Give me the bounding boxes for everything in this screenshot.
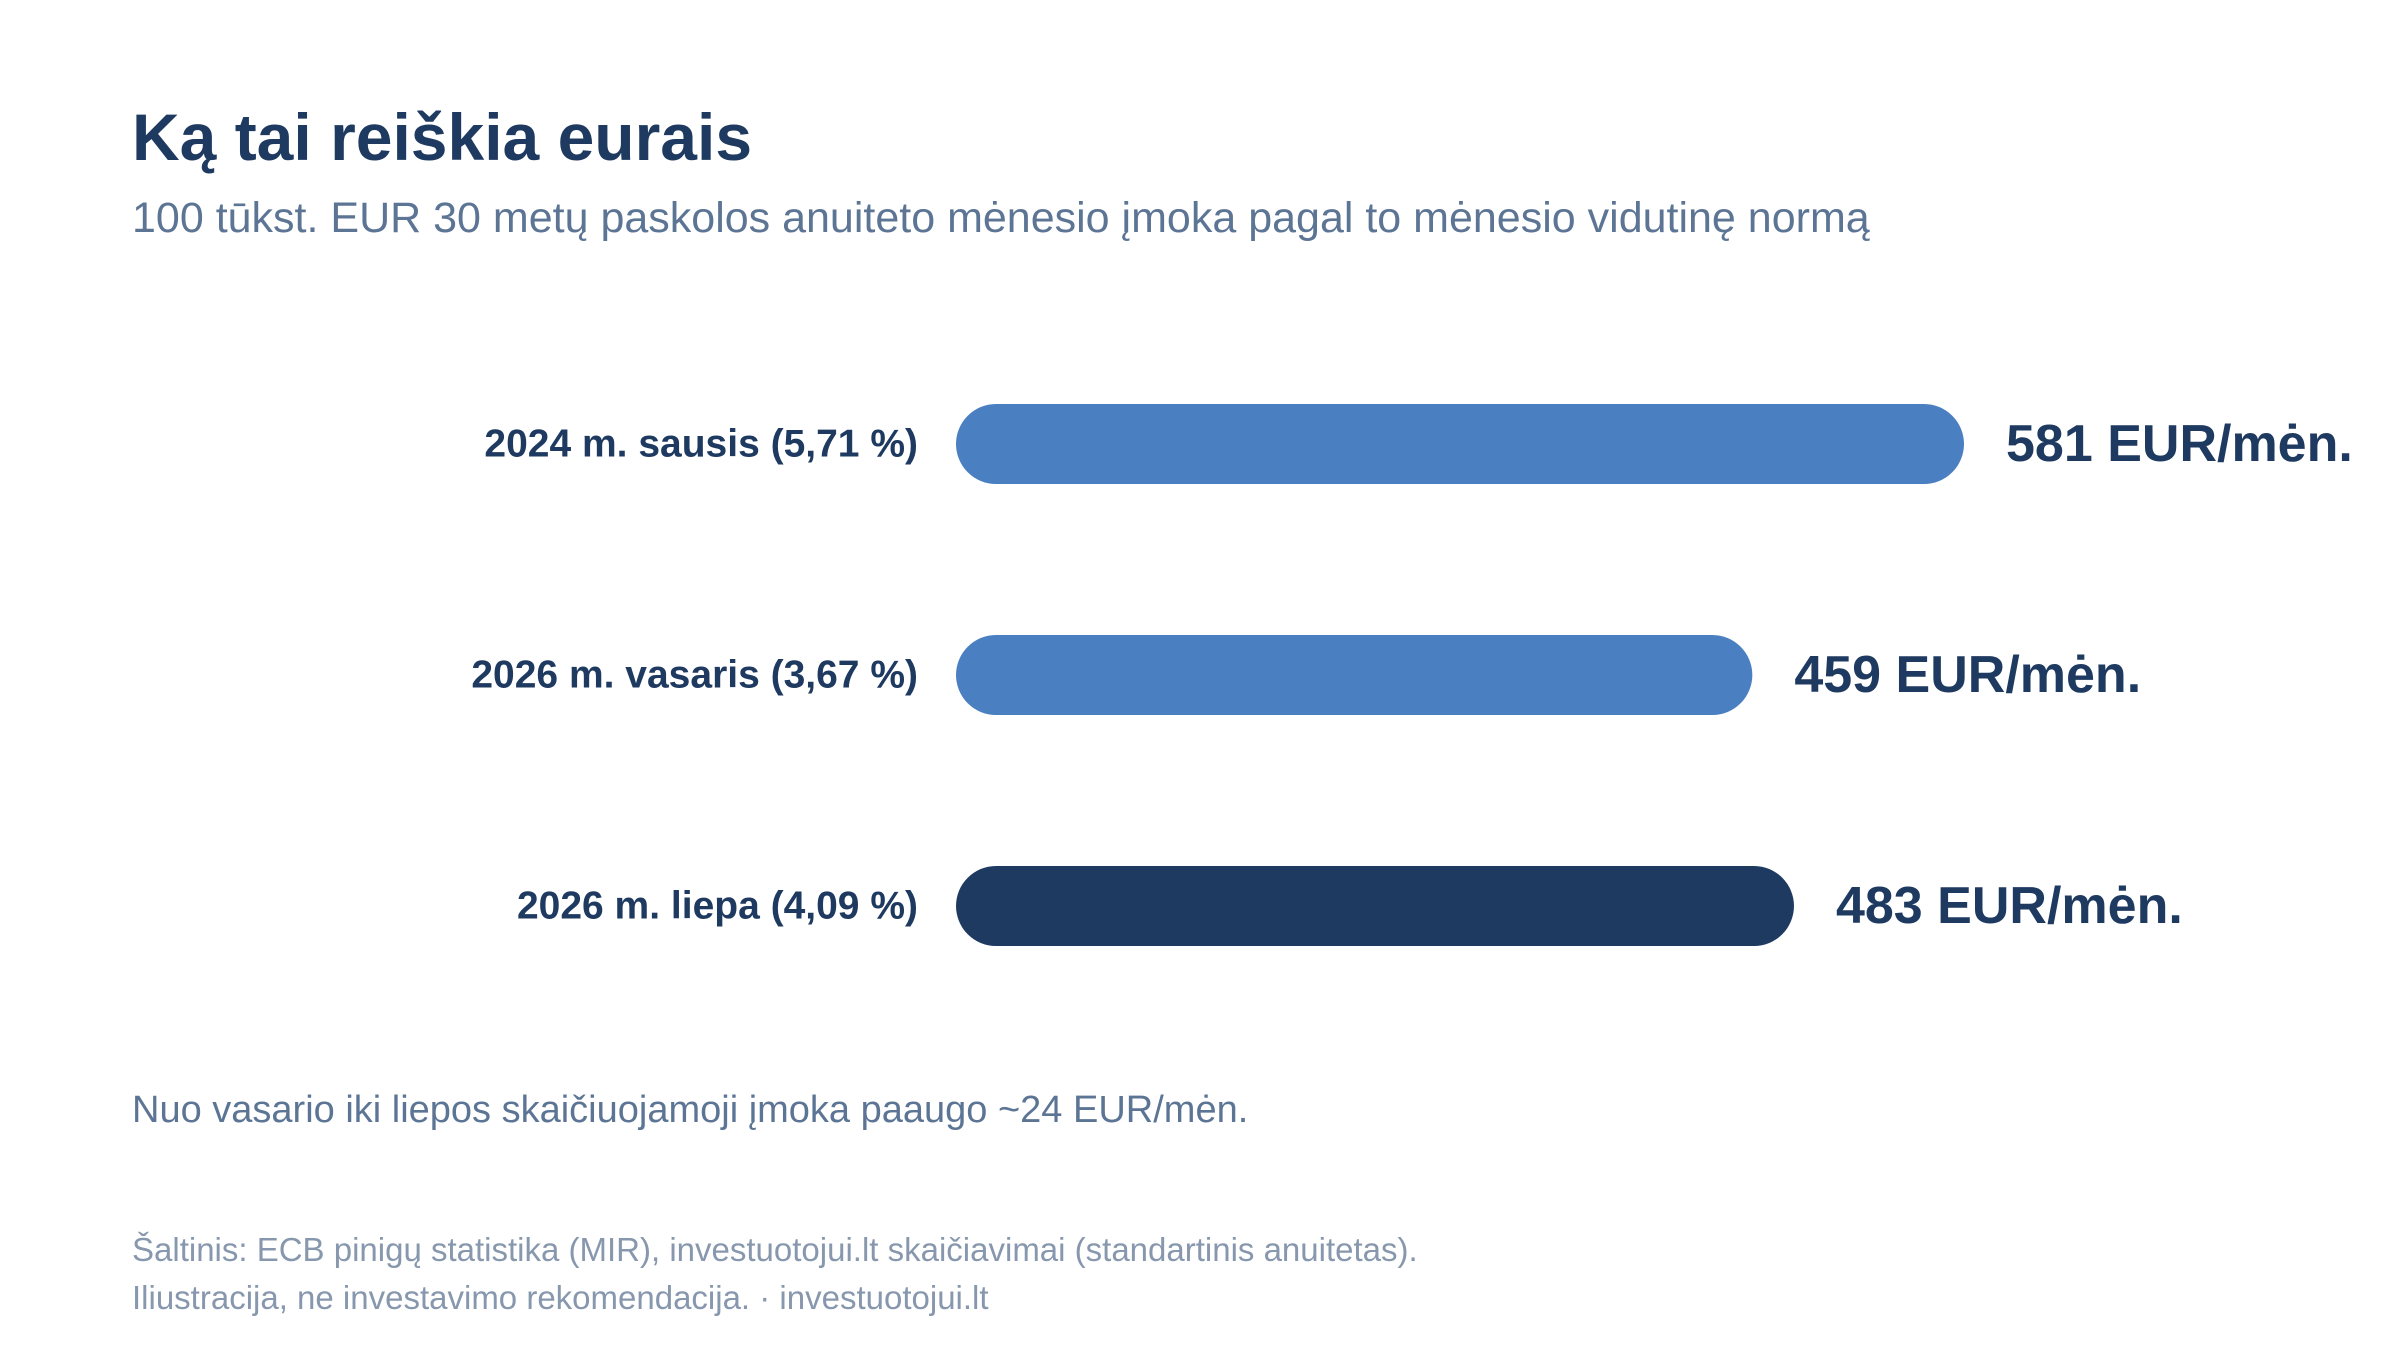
source-line: Šaltinis: ECB pinigų statistika (MIR), i…	[132, 1231, 1418, 1268]
bar	[956, 404, 1964, 484]
chart-subtitle: 100 tūkst. EUR 30 metų paskolos anuiteto…	[132, 194, 1870, 242]
value-label: 459 EUR/mėn.	[1794, 646, 2141, 704]
source-footer: Šaltinis: ECB pinigų statistika (MIR), i…	[132, 1226, 1418, 1322]
category-label: 2026 m. liepa (4,09 %)	[517, 885, 918, 928]
disclaimer-line: Iliustracija, ne investavimo rekomendaci…	[132, 1279, 989, 1316]
bar	[956, 866, 1794, 946]
value-label: 483 EUR/mėn.	[1836, 877, 2183, 935]
category-label: 2026 m. vasaris (3,67 %)	[471, 654, 918, 697]
chart-note: Nuo vasario iki liepos skaičiuojamoji įm…	[132, 1089, 1249, 1131]
bar	[956, 635, 1753, 715]
chart-title: Ką tai reiškia eurais	[132, 100, 753, 174]
value-label: 581 EUR/mėn.	[2006, 415, 2353, 473]
category-label: 2024 m. sausis (5,71 %)	[484, 423, 918, 466]
